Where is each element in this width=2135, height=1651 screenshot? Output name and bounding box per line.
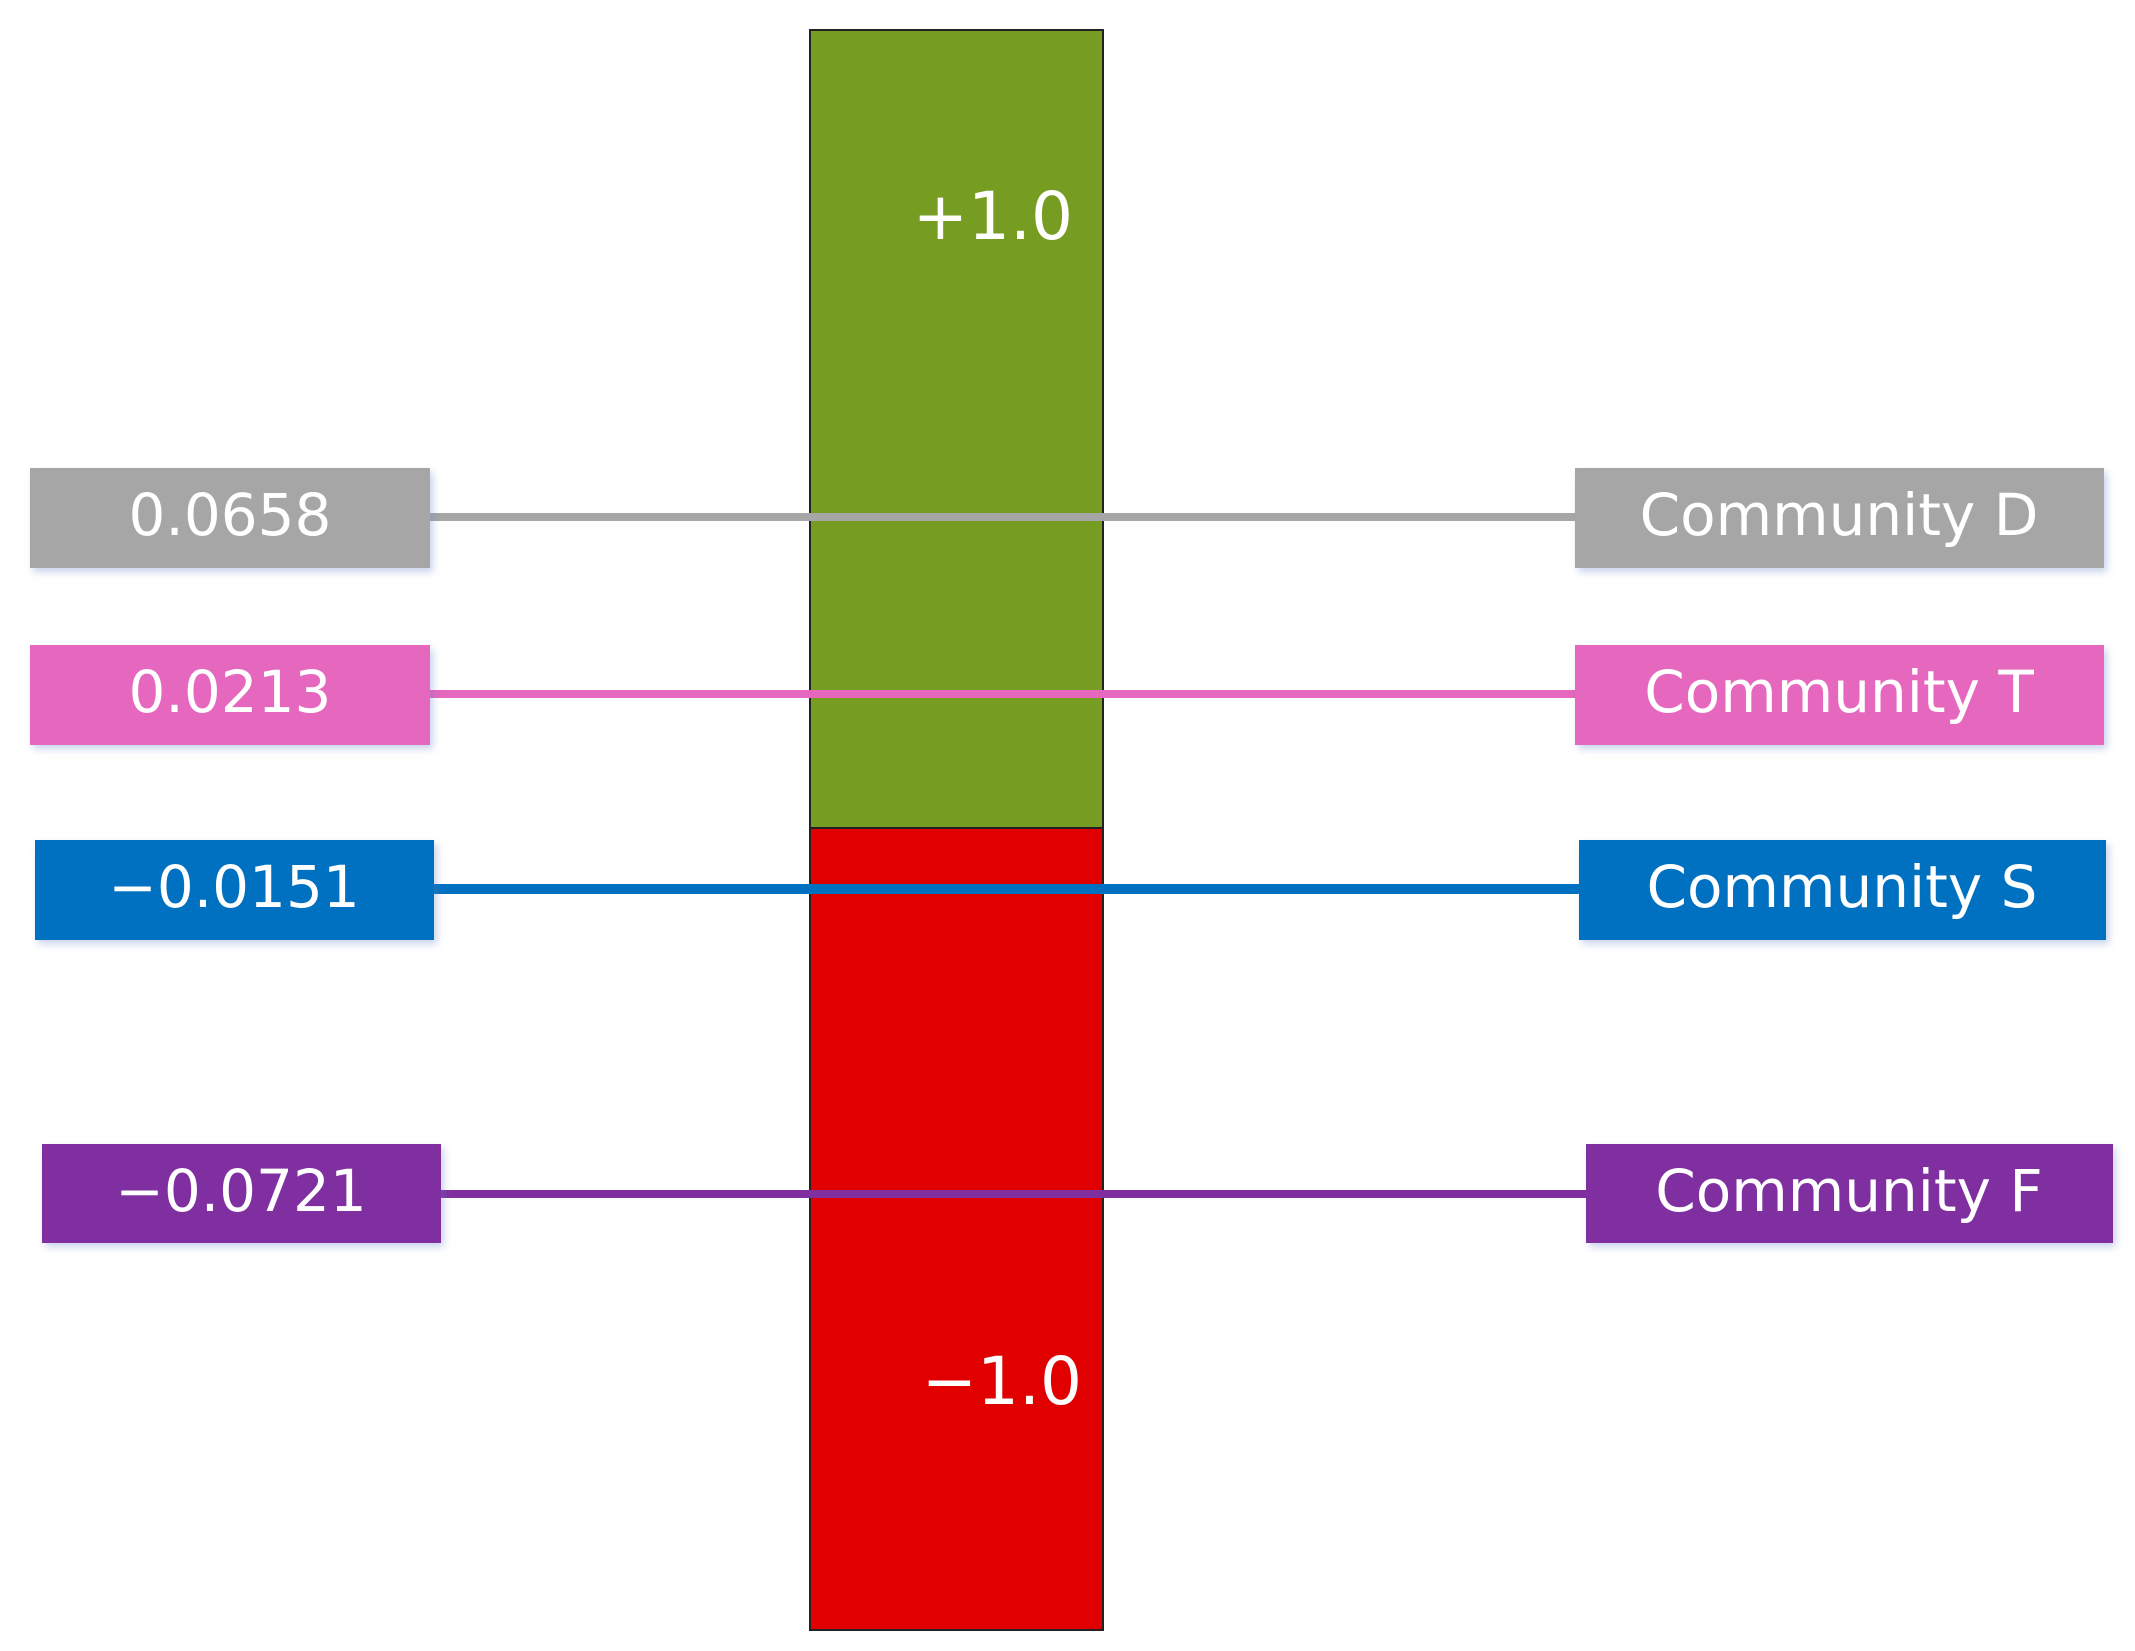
name-box xyxy=(1579,840,2106,940)
value-label: 0.0213 xyxy=(129,658,332,726)
value-box xyxy=(42,1144,441,1243)
name-label: Community F xyxy=(1655,1157,2042,1225)
name-box xyxy=(1575,468,2104,568)
name-label: Community S xyxy=(1647,853,2038,921)
positive-band xyxy=(809,29,1104,829)
name-box xyxy=(1586,1144,2113,1243)
value-label: −0.0151 xyxy=(108,853,360,921)
bottom-label: −1.0 xyxy=(922,1343,1082,1420)
value-label: 0.0658 xyxy=(129,481,332,549)
name-label: Community D xyxy=(1640,481,2039,549)
name-label: Community T xyxy=(1644,658,2034,726)
value-box xyxy=(30,645,430,745)
value-label: −0.0721 xyxy=(115,1157,367,1225)
value-box xyxy=(30,468,430,568)
top-label: +1.0 xyxy=(913,178,1073,255)
negative-band xyxy=(809,827,1104,1631)
value-box xyxy=(35,840,434,940)
name-box xyxy=(1575,645,2104,745)
